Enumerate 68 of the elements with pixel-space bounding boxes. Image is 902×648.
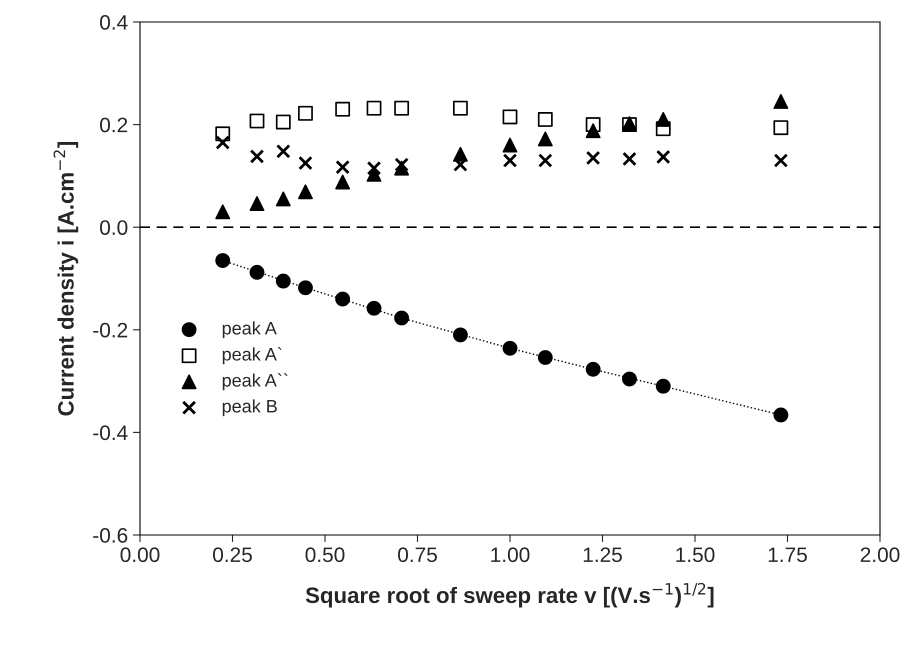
point <box>586 150 600 166</box>
point <box>452 100 468 116</box>
point <box>366 300 382 316</box>
point <box>773 120 788 136</box>
point <box>394 310 410 326</box>
point <box>656 378 671 394</box>
point <box>394 157 409 172</box>
point <box>250 114 264 128</box>
y-tick-label: -0.4 <box>93 425 128 440</box>
point <box>298 280 313 296</box>
point <box>366 100 382 116</box>
point <box>298 156 313 170</box>
point <box>335 174 350 190</box>
point <box>335 160 350 174</box>
x-tick-label: 0.25 <box>213 547 252 562</box>
point <box>656 112 671 127</box>
x-tick-label: 2.00 <box>860 547 900 562</box>
point <box>250 149 264 164</box>
point <box>586 362 601 377</box>
point <box>774 153 788 168</box>
point <box>276 144 290 158</box>
y-tick-label: 0.2 <box>100 118 128 132</box>
point <box>622 372 637 386</box>
x-tick-label: 1.50 <box>676 547 714 562</box>
point <box>394 100 410 116</box>
point <box>276 192 291 206</box>
point <box>502 153 518 168</box>
y-tick-label: -0.2 <box>93 322 128 338</box>
point <box>276 274 291 288</box>
x-axis-title: Square root of sweep rate v [(V.s$^{−1}$)$^{1/2}$] <box>306 582 714 608</box>
point <box>622 152 637 166</box>
point <box>335 102 350 117</box>
y-tick-label: 0.4 <box>100 15 128 30</box>
point <box>538 132 553 146</box>
x-tick-label: 0.00 <box>120 547 160 562</box>
point <box>250 264 264 280</box>
y-tick-label: -0.6 <box>93 528 128 543</box>
point <box>215 253 230 268</box>
point <box>773 94 788 109</box>
legend-label: peak A <box>222 321 277 338</box>
point <box>366 161 382 176</box>
point <box>452 328 468 342</box>
point <box>538 153 552 168</box>
point <box>502 138 518 153</box>
point <box>656 150 670 164</box>
point <box>538 350 553 365</box>
y-axis-title: Current density i [A.cm$^{−2}$] <box>54 142 78 416</box>
x-tick-label: 1.25 <box>584 547 622 562</box>
x-tick-label: 1.75 <box>768 548 807 562</box>
point <box>298 106 313 121</box>
point <box>773 408 788 422</box>
x-tick-label: 0.75 <box>398 547 437 562</box>
legend-label: peak A`` <box>222 373 288 390</box>
legend-label: peak B <box>222 399 277 416</box>
point <box>298 184 313 200</box>
point <box>502 109 518 124</box>
point <box>216 135 230 150</box>
legend-label: peak A` <box>222 347 282 364</box>
x-tick-label: 1.00 <box>491 547 530 562</box>
point <box>538 112 553 127</box>
point <box>586 123 601 138</box>
point <box>215 204 230 220</box>
x-tick-label: 0.50 <box>306 547 344 562</box>
point <box>250 196 264 212</box>
point <box>276 114 291 130</box>
point <box>335 292 350 306</box>
y-tick-label: 0.0 <box>100 220 128 235</box>
point <box>502 340 518 356</box>
